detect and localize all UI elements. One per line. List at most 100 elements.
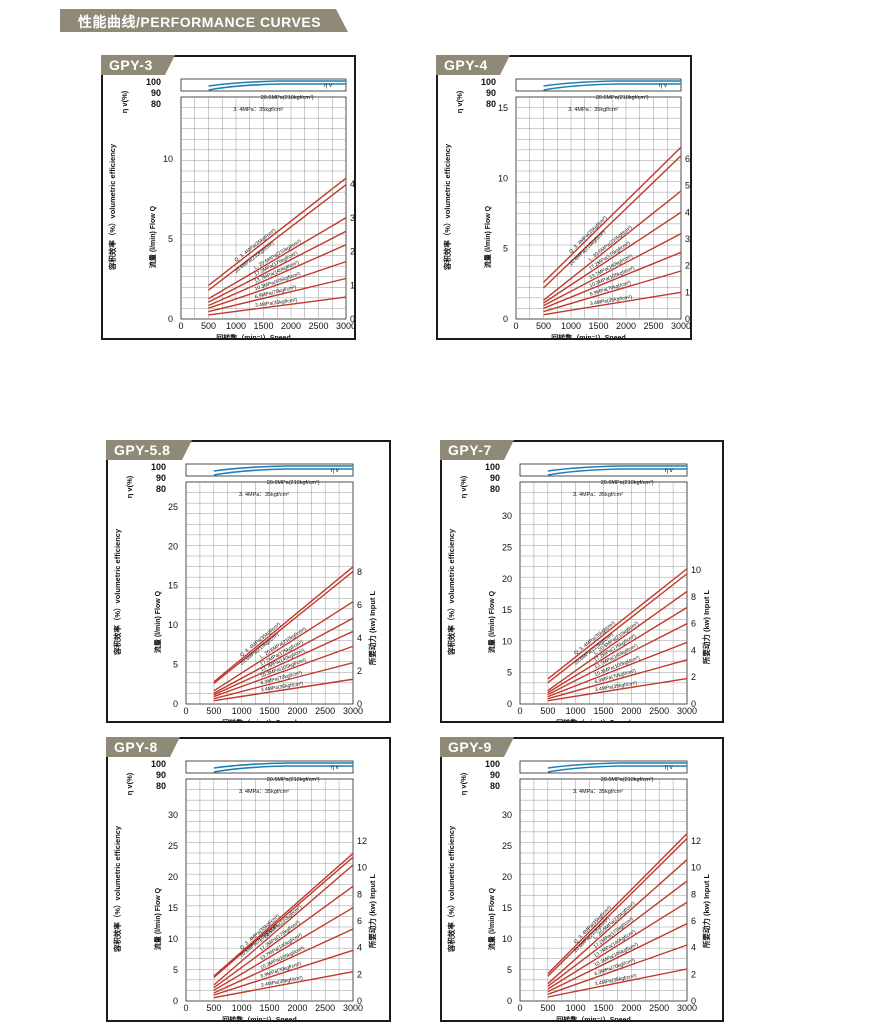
power-series-line	[213, 970, 354, 999]
eta-axis-label: η v(%)	[125, 475, 134, 498]
x-tick-label: 2500	[649, 706, 669, 716]
power-tick-label: 2	[685, 261, 690, 271]
eta-tick-label: 90	[490, 473, 500, 483]
eta-low-pressure-label: 3. 4MPa：35kgf/cm²	[239, 789, 289, 795]
power-series-line	[543, 233, 682, 307]
x-tick-label: 1000	[232, 1003, 252, 1013]
flow-series-line	[208, 177, 347, 286]
flow-tick-label: 20	[502, 574, 512, 584]
eta-plot-frame	[519, 760, 688, 774]
power-series-line	[213, 928, 354, 994]
power-series-line	[543, 270, 682, 313]
power-tick-label: 6	[685, 154, 690, 164]
flow-axis-label: 流量 (l/min) Flow Q	[153, 590, 162, 653]
flow-tick-label: 25	[168, 841, 178, 851]
power-series-line	[547, 968, 688, 998]
x-axis-label: 回转数（min⁻¹）Speed	[551, 333, 625, 338]
eta-tick-label: 80	[151, 99, 161, 109]
flow-series-line	[547, 833, 688, 975]
eta-tick-label: 90	[490, 770, 500, 780]
eta-curve-label: η v	[665, 765, 673, 771]
y-axis-title: 容积效率（%）volumetric efficiency	[112, 528, 122, 656]
power-series-line	[208, 230, 347, 303]
flow-tick-label: 10	[163, 154, 173, 164]
power-series-line	[213, 885, 354, 989]
power-tick-label: 8	[357, 889, 362, 899]
power-tick-label: 6	[357, 916, 362, 926]
eta-tick-label: 100	[485, 462, 500, 472]
x-tick-label: 1500	[259, 1003, 279, 1013]
power-tick-label: 12	[357, 836, 367, 846]
chart-panel: GPY-7 100 90 80 η v 20.6MPa(210kgf/cm²) 3. 4MP…	[440, 440, 724, 723]
flow-tick-label: 5	[173, 965, 178, 975]
power-series-line	[208, 217, 347, 300]
power-tick-label: 4	[691, 645, 696, 655]
x-tick-label: 2000	[616, 321, 636, 331]
eta-tick-label: 80	[156, 484, 166, 494]
eta-tick-label: 90	[486, 88, 496, 98]
eta-high-pressure-label: 20.6MPa(210kgf/cm²)	[601, 777, 654, 783]
power-series-line	[543, 251, 682, 309]
power-axis-label: 所要动力 (kw) Input L	[367, 874, 377, 949]
flow-series-line	[543, 146, 682, 283]
x-tick-label: 2000	[287, 1003, 307, 1013]
power-tick-label: 8	[691, 592, 696, 602]
power-tick-label: 2	[357, 666, 362, 676]
eta-curve-low	[213, 468, 353, 476]
eta-curve-low	[547, 468, 687, 476]
eta-low-pressure-label: 3. 4MPa：35kgf/cm²	[573, 789, 623, 795]
flow-tick-label: 15	[168, 581, 178, 591]
flow-axis-label: 流量 (l/min) Flow Q	[487, 590, 496, 653]
eta-curve-low	[543, 83, 681, 91]
power-series-line	[208, 260, 347, 309]
flow-tick-label: 25	[502, 542, 512, 552]
eta-high-pressure-label: 20.6MPa(210kgf/cm²)	[267, 777, 320, 783]
eta-tick-label: 90	[156, 770, 166, 780]
power-series-line	[213, 645, 354, 698]
x-axis-label: 回转数（min⁻¹）Speed	[556, 718, 630, 721]
x-tick-label: 1500	[259, 706, 279, 716]
power-series-line	[547, 677, 688, 702]
flow-series-line	[208, 184, 347, 291]
eta-curve-low	[547, 765, 687, 773]
power-tick-label: 4	[685, 207, 690, 217]
x-tick-label: 2500	[643, 321, 663, 331]
eta-axis-label: η v(%)	[125, 772, 134, 795]
chart-panel: GPY-3 100 90 80 η v 20.6MPa(210kgf/cm²) 3. 4MP…	[101, 55, 356, 340]
banner-shape	[60, 9, 348, 32]
power-series-line	[543, 291, 682, 316]
x-axis-label: 回转数（min⁻¹）Speed	[556, 1015, 630, 1020]
eta-tick-label: 100	[151, 462, 166, 472]
x-tick-label: 2500	[308, 321, 328, 331]
power-series-line	[547, 641, 688, 698]
power-series-line	[547, 859, 688, 985]
power-tick-label: 4	[357, 633, 362, 643]
eta-curve-low	[208, 83, 346, 91]
power-series-line	[547, 606, 688, 694]
eta-low-pressure-label: 3. 4MPa：35kgf/cm²	[233, 107, 283, 113]
flow-tick-label: 30	[502, 511, 512, 521]
flow-axis-label: 流量 (l/min) Flow Q	[148, 205, 157, 268]
flow-tick-label: 15	[168, 903, 178, 913]
flow-tick-label: 0	[503, 314, 508, 324]
flow-tick-label: 15	[502, 605, 512, 615]
x-tick-label: 0	[183, 706, 188, 716]
eta-low-pressure-label: 3. 4MPa：35kgf/cm²	[573, 492, 623, 498]
flow-tick-label: 5	[168, 234, 173, 244]
eta-curve-high	[547, 762, 687, 769]
x-tick-label: 1000	[566, 706, 586, 716]
y-axis-title: 容积效率（%）volumetric efficiency	[446, 825, 456, 953]
x-tick-label: 2000	[287, 706, 307, 716]
eta-curve-label: η v	[324, 83, 332, 89]
eta-axis-label: η v(%)	[459, 475, 468, 498]
chart-panel: GPY-9 100 90 80 η v 20.6MPa(210kgf/cm²) 3. 4MP…	[440, 737, 724, 1022]
eta-tick-label: 90	[156, 473, 166, 483]
eta-high-pressure-label: 20.6MPa(210kgf/cm²)	[596, 95, 649, 101]
x-axis-label: 回转数（min⁻¹）Speed	[222, 718, 296, 721]
eta-curve-label: η v	[331, 765, 339, 771]
flow-tick-label: 10	[168, 934, 178, 944]
eta-plot-frame	[185, 760, 354, 774]
